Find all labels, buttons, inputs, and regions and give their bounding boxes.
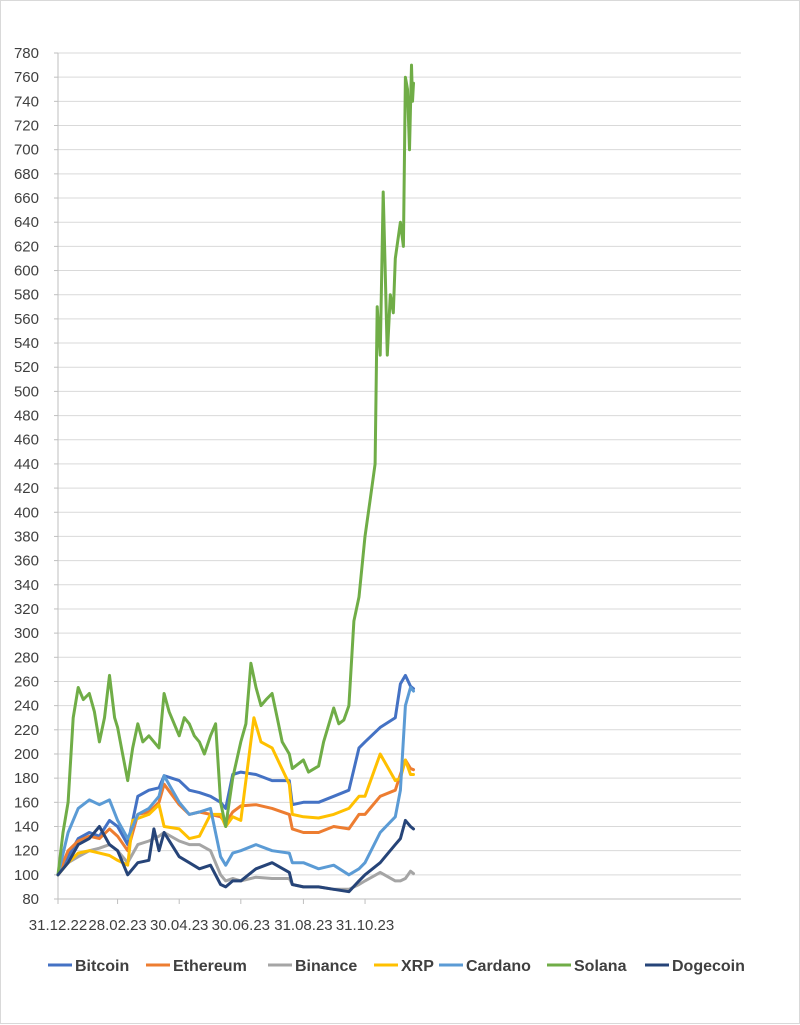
y-tick-label: 640 <box>14 214 39 231</box>
y-tick-label: 480 <box>14 408 39 425</box>
y-tick-label: 80 <box>22 891 39 908</box>
y-tick-label: 700 <box>14 142 39 159</box>
y-tick-label: 380 <box>14 528 39 545</box>
y-tick-label: 100 <box>14 867 39 884</box>
y-tick-label: 320 <box>14 601 39 618</box>
series-line-solana <box>56 63 415 877</box>
y-tick-label: 420 <box>14 480 39 497</box>
legend-label: Dogecoin <box>672 958 745 975</box>
y-tick-label: 220 <box>14 722 39 739</box>
legend-label: Bitcoin <box>75 958 129 975</box>
plot-area <box>56 63 415 894</box>
y-tick-label: 160 <box>14 794 39 811</box>
y-tick-label: 780 <box>14 45 39 62</box>
y-tick-label: 300 <box>14 625 39 642</box>
y-tick-label: 720 <box>14 118 39 135</box>
legend-label: XRP <box>401 958 434 975</box>
series-line-xrp <box>56 716 415 877</box>
legend: Bitcoin Ethereum Binance XRP Cardano Solana Do… <box>48 958 745 975</box>
y-tick-label: 360 <box>14 553 39 570</box>
series-line-bitcoin <box>56 673 415 877</box>
x-tick-label: 31.10.23 <box>336 917 394 934</box>
y-tick-label: 340 <box>14 577 39 594</box>
y-tick-label: 520 <box>14 359 39 376</box>
y-axis: 80 100 120 140 160 180 200 220 240 260 280 300 320 34… <box>14 45 59 908</box>
legend-label: Binance <box>295 958 357 975</box>
y-tick-label: 280 <box>14 649 39 666</box>
y-tick-label: 500 <box>14 383 39 400</box>
y-tick-label: 580 <box>14 287 39 304</box>
x-tick-label: 30.04.23 <box>150 917 208 934</box>
y-tick-label: 620 <box>14 238 39 255</box>
legend-label: Cardano <box>466 958 531 975</box>
y-tick-label: 120 <box>14 843 39 860</box>
gridlines <box>58 52 741 876</box>
y-tick-label: 400 <box>14 504 39 521</box>
x-tick-label: 30.06.23 <box>212 917 270 934</box>
y-tick-label: 440 <box>14 456 39 473</box>
series-line-dogecoin <box>56 818 415 894</box>
x-tick-label: 28.02.23 <box>88 917 146 934</box>
x-tick-label: 31.12.22 <box>29 917 87 934</box>
x-axis: 31.12.22 28.02.23 30.04.23 30.06.23 31.08.23… <box>29 898 741 934</box>
y-tick-label: 240 <box>14 698 39 715</box>
series-line-cardano <box>56 686 415 877</box>
y-tick-label: 660 <box>14 190 39 207</box>
y-tick-label: 460 <box>14 432 39 449</box>
legend-label: Solana <box>574 958 627 975</box>
y-tick-label: 680 <box>14 166 39 183</box>
x-tick-label: 31.08.23 <box>274 917 332 934</box>
y-tick-label: 760 <box>14 69 39 86</box>
y-tick-label: 540 <box>14 335 39 352</box>
y-tick-label: 260 <box>14 673 39 690</box>
y-tick-label: 180 <box>14 770 39 787</box>
y-tick-label: 560 <box>14 311 39 328</box>
y-tick-label: 200 <box>14 746 39 763</box>
y-tick-label: 600 <box>14 263 39 280</box>
y-tick-label: 740 <box>14 93 39 110</box>
series-line-ethereum <box>56 758 415 877</box>
legend-label: Ethereum <box>173 958 247 975</box>
y-tick-label: 140 <box>14 818 39 835</box>
